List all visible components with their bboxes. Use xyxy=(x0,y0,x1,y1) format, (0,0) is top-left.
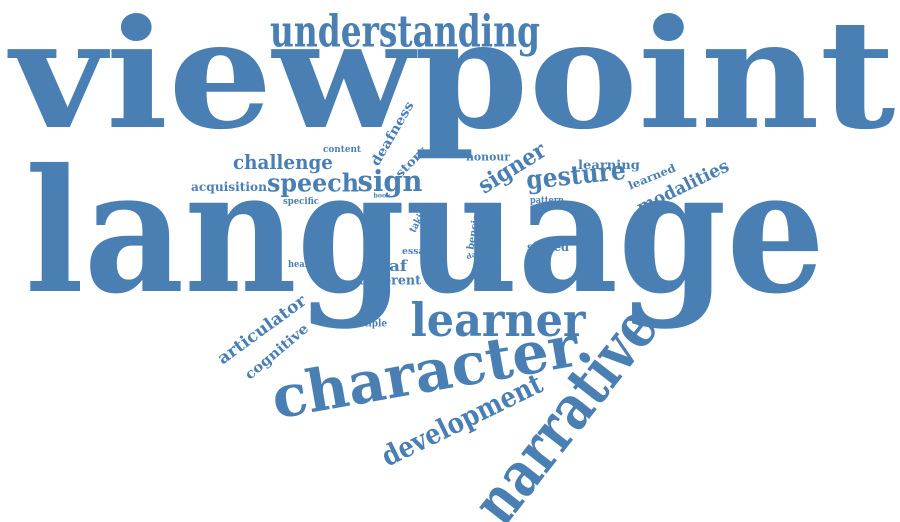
word-honour: honour xyxy=(466,151,510,164)
word-understanding: understanding xyxy=(270,7,540,58)
word-hearing: hearing xyxy=(288,260,325,270)
word-book: book xyxy=(374,193,392,200)
word-adult: adult xyxy=(476,255,493,265)
word-multiple: multiple xyxy=(345,319,387,330)
word-viewpoint: viewpoint xyxy=(7,0,895,163)
word-learner: learner xyxy=(411,293,587,347)
word-challenge: challenge xyxy=(233,150,333,174)
word-content: content xyxy=(323,145,362,155)
word-speech: speech xyxy=(267,169,359,198)
word-acquisition: acquisition xyxy=(191,180,267,194)
word-specific: specific xyxy=(283,197,319,207)
word-language: language xyxy=(25,132,825,332)
word-sign: sign xyxy=(358,164,423,198)
word-essay: essay xyxy=(402,247,431,257)
word-deaf: deaf xyxy=(367,257,409,275)
word-signed: signed xyxy=(527,240,570,254)
word-different: different xyxy=(359,274,421,289)
word-learning: learning xyxy=(578,158,641,172)
word-pattern: pattern xyxy=(530,196,564,206)
